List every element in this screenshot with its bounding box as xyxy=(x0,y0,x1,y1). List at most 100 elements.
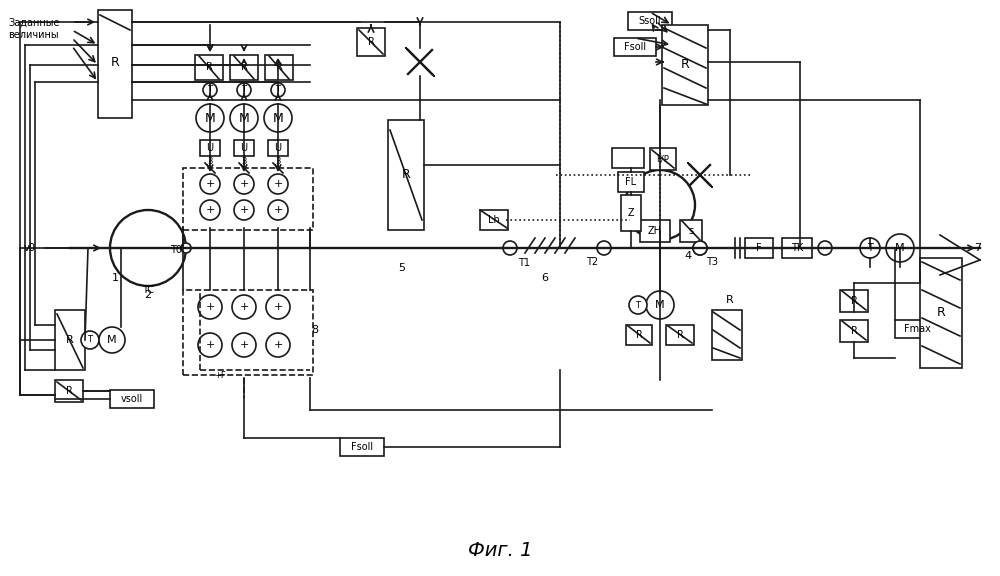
Text: +: + xyxy=(273,302,283,312)
Text: 3: 3 xyxy=(275,157,281,166)
Text: 3: 3 xyxy=(207,157,213,166)
Text: Заданные
величины: Заданные величины xyxy=(8,18,60,40)
Text: R: R xyxy=(681,59,689,71)
Bar xyxy=(712,310,742,360)
Bar xyxy=(55,310,85,370)
Text: +: + xyxy=(273,340,283,350)
Circle shape xyxy=(198,295,222,319)
Text: 1: 1 xyxy=(112,273,119,283)
Bar xyxy=(340,438,384,456)
Circle shape xyxy=(237,83,251,97)
Text: TC: TC xyxy=(142,285,154,295)
Bar xyxy=(195,55,223,80)
Text: s: s xyxy=(688,226,694,236)
Text: +: + xyxy=(239,340,249,350)
Text: T2: T2 xyxy=(586,257,598,267)
Circle shape xyxy=(693,241,707,255)
Text: +: + xyxy=(239,179,249,189)
Text: U: U xyxy=(206,143,214,153)
Circle shape xyxy=(503,241,517,255)
Circle shape xyxy=(693,241,707,255)
Bar xyxy=(666,325,694,345)
Text: R: R xyxy=(66,386,72,396)
Text: 5: 5 xyxy=(398,263,406,273)
Bar xyxy=(840,320,868,342)
Text: +: + xyxy=(273,205,283,215)
Bar xyxy=(265,55,293,80)
Circle shape xyxy=(203,83,217,97)
Text: T: T xyxy=(208,85,212,94)
Text: Z: Z xyxy=(628,208,634,218)
Circle shape xyxy=(81,331,99,349)
Text: F/P: F/P xyxy=(657,154,669,164)
Text: R: R xyxy=(241,62,247,72)
Bar xyxy=(621,195,641,231)
Text: M: M xyxy=(655,300,665,310)
Circle shape xyxy=(625,170,695,240)
Text: R: R xyxy=(851,296,857,306)
Bar xyxy=(200,140,220,156)
Text: R: R xyxy=(677,330,683,340)
Text: +F: +F xyxy=(214,370,226,380)
Bar xyxy=(920,258,962,368)
Text: R: R xyxy=(276,62,282,72)
Text: M: M xyxy=(107,335,117,345)
Text: R: R xyxy=(402,169,410,181)
Circle shape xyxy=(266,333,290,357)
Circle shape xyxy=(196,104,224,132)
Text: R: R xyxy=(937,306,945,320)
Text: R: R xyxy=(851,326,857,336)
Circle shape xyxy=(110,210,186,286)
Text: Fmax: Fmax xyxy=(904,324,930,334)
Bar xyxy=(234,140,254,156)
Circle shape xyxy=(860,238,880,258)
Bar xyxy=(626,325,652,345)
Text: M: M xyxy=(895,243,905,253)
Circle shape xyxy=(597,241,611,255)
Text: M: M xyxy=(239,112,249,124)
Text: +: + xyxy=(205,205,215,215)
Text: R: R xyxy=(368,37,374,47)
Text: T: T xyxy=(276,85,280,94)
Circle shape xyxy=(266,295,290,319)
Text: +: + xyxy=(205,302,215,312)
Circle shape xyxy=(181,243,191,253)
Text: T0: T0 xyxy=(170,245,182,255)
Circle shape xyxy=(646,291,674,319)
Circle shape xyxy=(268,200,288,220)
Text: 6: 6 xyxy=(542,273,548,283)
Text: FL: FL xyxy=(625,177,637,187)
Text: ZH: ZH xyxy=(648,226,662,236)
Text: +: + xyxy=(273,179,283,189)
Circle shape xyxy=(200,200,220,220)
Circle shape xyxy=(232,333,256,357)
Bar xyxy=(840,290,868,312)
Bar xyxy=(480,210,508,230)
Text: 2: 2 xyxy=(144,290,152,300)
Bar xyxy=(230,55,258,80)
Text: +: + xyxy=(205,340,215,350)
Text: F: F xyxy=(756,243,762,253)
Bar xyxy=(357,28,385,56)
Bar xyxy=(680,220,702,242)
Circle shape xyxy=(198,333,222,357)
Text: T3: T3 xyxy=(706,257,718,267)
Text: M: M xyxy=(205,112,215,124)
Text: Fsoll: Fsoll xyxy=(351,442,373,452)
Circle shape xyxy=(200,174,220,194)
Text: T: T xyxy=(242,85,246,94)
Text: R: R xyxy=(206,62,212,72)
Circle shape xyxy=(886,234,914,262)
Bar xyxy=(650,148,676,170)
Bar xyxy=(268,140,288,156)
Text: T: T xyxy=(636,301,640,309)
Text: Fsoll: Fsoll xyxy=(624,42,646,52)
Bar xyxy=(55,380,83,402)
Bar xyxy=(98,10,132,118)
Text: Фиг. 1: Фиг. 1 xyxy=(468,540,532,559)
Circle shape xyxy=(230,104,258,132)
Circle shape xyxy=(232,295,256,319)
Bar xyxy=(183,290,313,375)
Text: U: U xyxy=(240,143,248,153)
Text: TK: TK xyxy=(791,243,803,253)
